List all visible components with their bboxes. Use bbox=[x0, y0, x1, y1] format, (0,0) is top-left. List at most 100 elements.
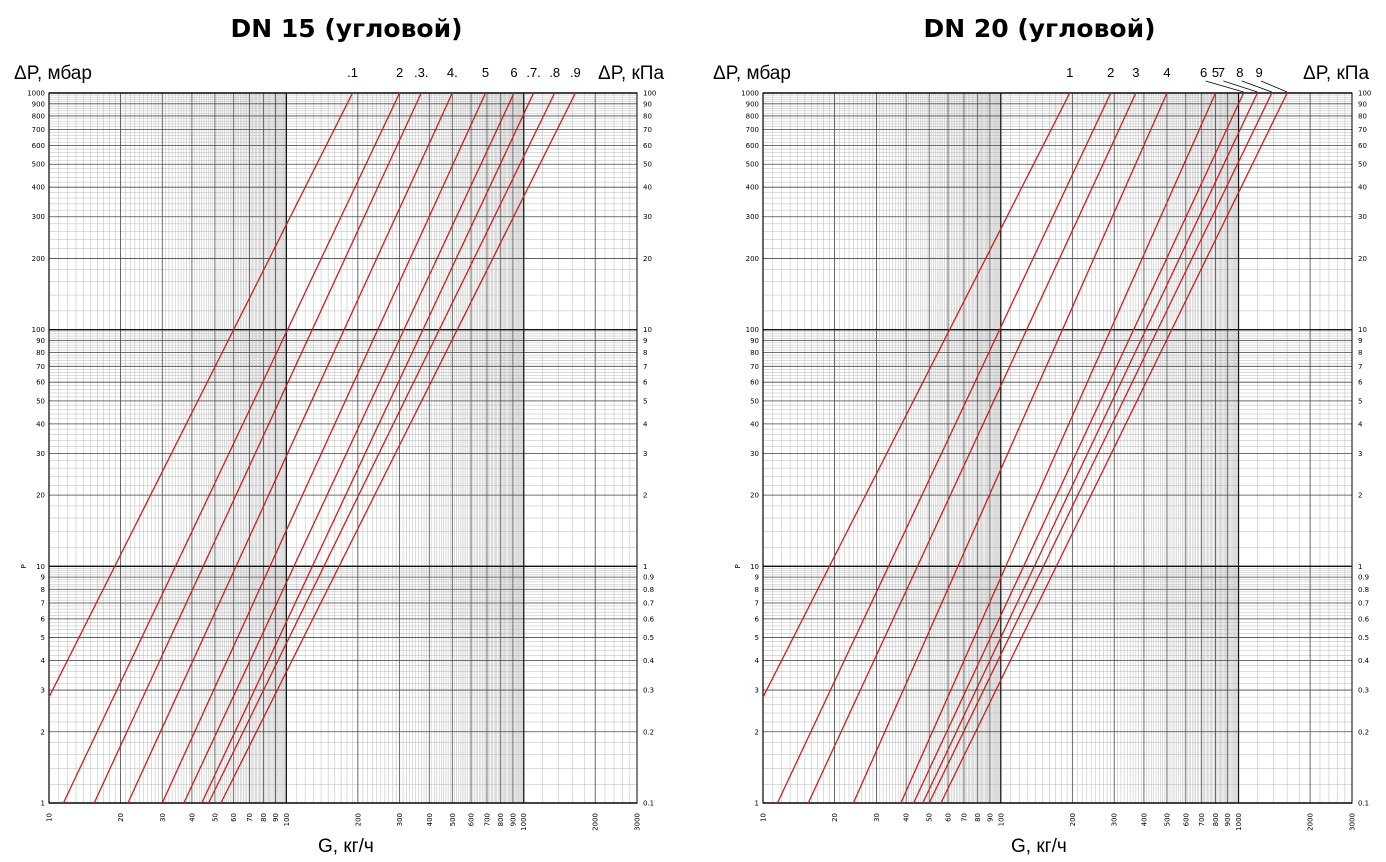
series-line bbox=[207, 92, 556, 804]
x-tick-label: 100 bbox=[283, 813, 291, 826]
y-tick-label-right: 0.2 bbox=[1358, 728, 1369, 736]
y-tick-label-left: 80 bbox=[750, 349, 759, 357]
x-tick-label: 40 bbox=[903, 813, 911, 822]
series-line bbox=[62, 92, 401, 804]
grid-major bbox=[48, 92, 638, 804]
plot-frame bbox=[48, 92, 638, 804]
series-line bbox=[940, 92, 1288, 804]
y-tick-label-left: 3 bbox=[755, 687, 759, 695]
x-tick-label: 1000 bbox=[520, 813, 528, 831]
x-tick-label: 10 bbox=[760, 813, 768, 822]
x-tick-label: 400 bbox=[426, 813, 434, 826]
y-tick-label-right: 0.4 bbox=[643, 657, 655, 665]
y-tick-label-right: 20 bbox=[1358, 255, 1367, 263]
y-tick-label-left: 300 bbox=[746, 213, 759, 221]
x-tick-label: 60 bbox=[230, 813, 238, 822]
y-tick-label-left: 900 bbox=[746, 100, 759, 108]
x-tick-label: 20 bbox=[831, 813, 839, 822]
y-tick-label-left: 90 bbox=[36, 337, 45, 345]
curve-label: 6 bbox=[1200, 65, 1207, 80]
y-tick-label-right: 9 bbox=[1358, 337, 1362, 345]
x-tick-label: 300 bbox=[1111, 813, 1119, 826]
y-tick-label-right: 1 bbox=[643, 563, 647, 571]
y-axis-left-label: ΔP, мбар bbox=[713, 63, 791, 84]
y-tick-label-right: 0.9 bbox=[1358, 574, 1369, 582]
y-tick-label-left: 9 bbox=[41, 574, 45, 582]
y-tick-label-right: 60 bbox=[643, 142, 652, 150]
curve-label: 4 bbox=[1163, 65, 1170, 80]
chart-panel-dn15: DN 15 (угловой) ΔP, мбар ΔP, кПа G, кг/ч… bbox=[14, 14, 665, 857]
y-tick-label-right: 90 bbox=[643, 100, 652, 108]
curve-label: .8 bbox=[549, 65, 560, 80]
series-line bbox=[201, 92, 535, 804]
y-tick-label-left: 4 bbox=[41, 657, 46, 665]
curve-label-leader bbox=[1223, 80, 1258, 93]
x-tick-label: 800 bbox=[497, 813, 505, 826]
y-tick-label-left: 1000 bbox=[741, 90, 759, 98]
x-tick-label: 900 bbox=[509, 813, 517, 826]
x-tick-label: 70 bbox=[960, 813, 968, 822]
y-tick-label-left: 700 bbox=[746, 126, 759, 134]
y-tick-label-right: 0.8 bbox=[1358, 586, 1369, 594]
y-tick-label-right: 70 bbox=[1358, 126, 1367, 134]
y-tick-label-right: 90 bbox=[1358, 100, 1367, 108]
y-tick-label-left: 5 bbox=[41, 634, 45, 642]
y-tick-label-left: 800 bbox=[746, 112, 759, 120]
y-tick-label-left: 10 bbox=[750, 563, 759, 571]
y-tick-label-left: 80 bbox=[36, 349, 45, 357]
x-tick-label: 100 bbox=[997, 813, 1005, 826]
y-tick-label-left: 2 bbox=[41, 728, 45, 736]
y-tick-label-right: 5 bbox=[643, 397, 647, 405]
y-tick-label-right: 100 bbox=[1358, 90, 1371, 98]
y-tick-label-right: 0.2 bbox=[643, 728, 654, 736]
y-tick-label-left: 50 bbox=[36, 397, 45, 405]
curve-label: .7. bbox=[526, 65, 540, 80]
x-tick-label: 80 bbox=[260, 813, 268, 822]
x-tick-label: 90 bbox=[986, 813, 994, 822]
x-axis-label: G, кг/ч bbox=[1011, 836, 1067, 857]
x-tick-label: 70 bbox=[246, 813, 254, 822]
y-tick-label-left: 1000 bbox=[27, 90, 45, 98]
series-line bbox=[220, 92, 576, 804]
x-tick-label: 30 bbox=[159, 813, 167, 822]
y-tick-label-right: 0.7 bbox=[643, 599, 654, 607]
x-tick-label: 3000 bbox=[1349, 813, 1357, 831]
x-tick-label: 2000 bbox=[1307, 813, 1315, 831]
y-tick-label-left: 30 bbox=[750, 450, 759, 458]
x-tick-label: 400 bbox=[1140, 813, 1148, 826]
y-tick-label-right: 70 bbox=[643, 126, 652, 134]
y-tick-label-right: 80 bbox=[1358, 112, 1367, 120]
x-tick-label: 700 bbox=[483, 813, 491, 826]
curve-label: 8 bbox=[1236, 65, 1243, 80]
y-tick-label-right: 1 bbox=[1358, 563, 1362, 571]
plot-frame bbox=[762, 92, 1353, 804]
y-tick-label-left: 1 bbox=[755, 800, 759, 808]
y-axis-right-label: ΔP, кПа bbox=[598, 63, 665, 84]
series-line bbox=[852, 92, 1168, 804]
x-tick-label: 50 bbox=[211, 813, 219, 822]
y-tick-label-left: 50 bbox=[750, 397, 759, 405]
y-axis-side-label: P bbox=[20, 564, 28, 568]
y-tick-label-right: 4 bbox=[643, 420, 648, 428]
curve-label-leader bbox=[1260, 80, 1288, 93]
y-tick-label-left: 6 bbox=[41, 615, 46, 623]
curve-label: 7 bbox=[1218, 65, 1225, 80]
series-line bbox=[913, 92, 1245, 804]
x-tick-label: 90 bbox=[272, 813, 280, 822]
y-tick-label-left: 500 bbox=[32, 161, 45, 169]
series-line bbox=[48, 92, 354, 698]
y-tick-label-left: 100 bbox=[746, 326, 759, 334]
x-tick-label: 20 bbox=[117, 813, 125, 822]
curve-label: 2 bbox=[396, 65, 403, 80]
y-tick-label-left: 500 bbox=[746, 161, 759, 169]
y-tick-label-right: 6 bbox=[1358, 379, 1363, 387]
y-tick-label-right: 0.5 bbox=[1358, 634, 1369, 642]
y-tick-label-left: 700 bbox=[32, 126, 45, 134]
series-line bbox=[127, 92, 453, 804]
x-tick-label: 200 bbox=[354, 813, 362, 826]
y-tick-label-right: 30 bbox=[1358, 213, 1367, 221]
curve-label: .3. bbox=[414, 65, 428, 80]
x-tick-label: 600 bbox=[468, 813, 476, 826]
x-tick-label: 40 bbox=[188, 813, 196, 822]
y-tick-label-right: 3 bbox=[643, 450, 647, 458]
